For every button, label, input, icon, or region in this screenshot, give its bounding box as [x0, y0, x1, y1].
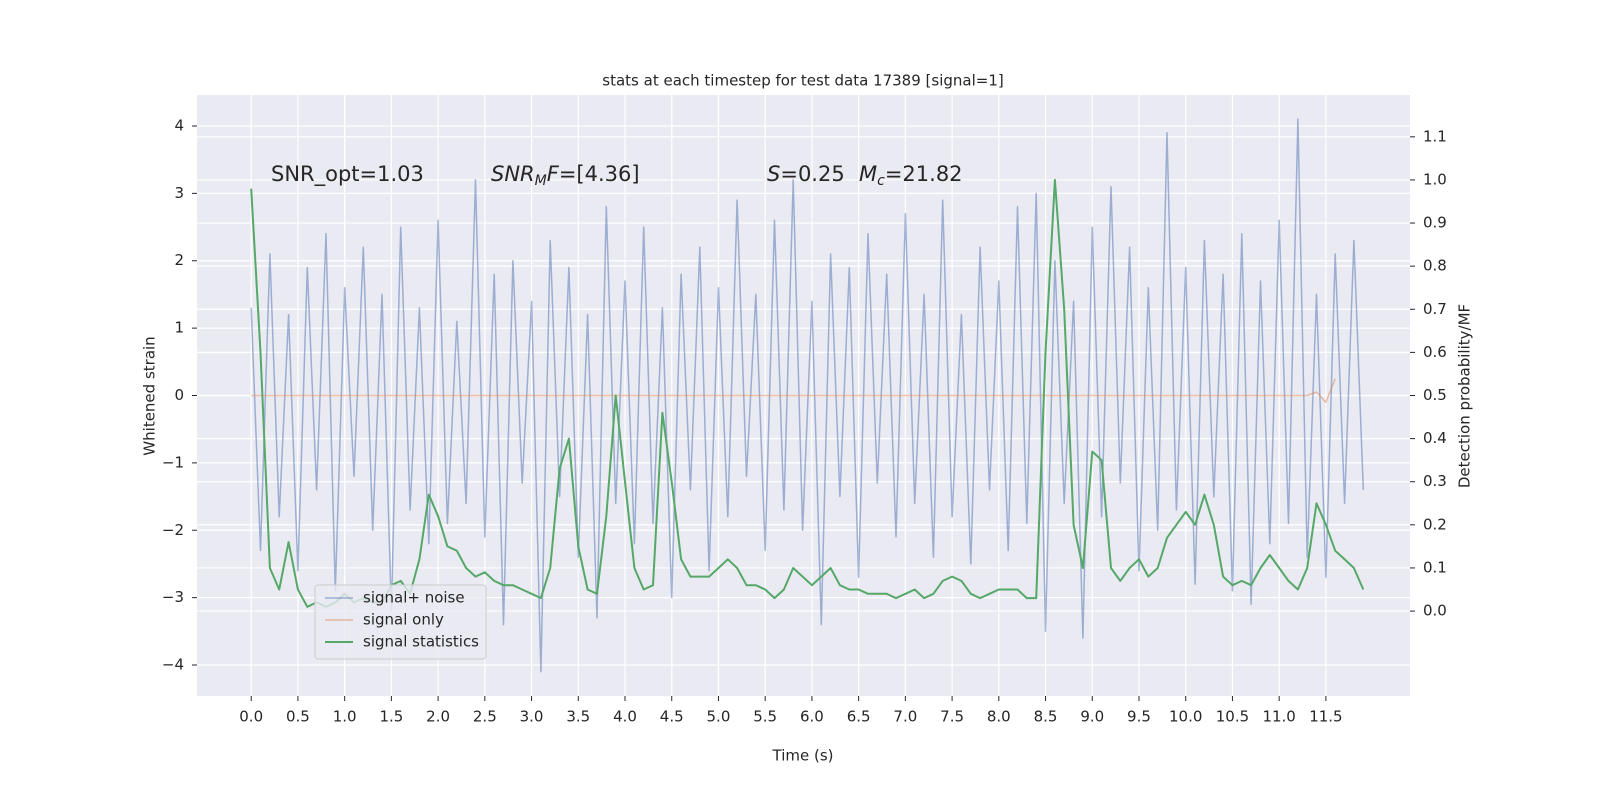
x-tick-label: 6.0 [800, 708, 824, 726]
x-tick-label: 0.5 [286, 708, 310, 726]
y-tick-label: 1 [174, 319, 184, 337]
y2-tick-label: 0.4 [1423, 429, 1447, 447]
annotation: S=0.25 [767, 162, 845, 186]
x-tick-label: 2.0 [426, 708, 450, 726]
y2-tick-label: 0.1 [1423, 558, 1447, 576]
x-tick-label: 8.0 [987, 708, 1011, 726]
y2-tick-label: 0.0 [1423, 602, 1447, 620]
chart-title: stats at each timestep for test data 173… [602, 72, 1003, 90]
y-tick-label: 3 [174, 184, 184, 202]
y-tick-label: 4 [174, 116, 184, 134]
x-tick-label: 2.5 [473, 708, 497, 726]
legend-label: signal+ noise [363, 589, 465, 607]
series-line [250, 118, 1365, 673]
y-tick-label: 2 [174, 251, 184, 269]
y-tick-label: −3 [162, 588, 184, 606]
annotation-sub: c [877, 173, 885, 189]
x-tick-label: 9.5 [1127, 708, 1151, 726]
y2-tick-label: 1.0 [1423, 170, 1447, 188]
annotation-part: SNR [491, 162, 535, 186]
y2-tick-label: 0.9 [1423, 214, 1447, 232]
x-tick-label: 3.0 [520, 708, 544, 726]
legend-label: signal only [363, 611, 444, 629]
y2-axis-label: Detection probability/MF [1456, 304, 1474, 488]
annotation: SNR_opt=1.03 [271, 162, 424, 187]
x-tick-label: 9.0 [1080, 708, 1104, 726]
x-tick-label: 11.0 [1262, 708, 1295, 726]
y2-tick-label: 0.5 [1423, 386, 1447, 404]
x-tick-label: 4.5 [660, 708, 684, 726]
x-tick-label: 8.5 [1034, 708, 1058, 726]
x-tick-label: 6.5 [847, 708, 871, 726]
legend: signal+ noise signal only signal statistic… [314, 584, 487, 660]
x-tick-label: 7.0 [893, 708, 917, 726]
y2-tick-label: 0.3 [1423, 472, 1447, 490]
annotation-part: F [547, 162, 560, 186]
y2-tick-label: 0.7 [1423, 300, 1447, 318]
y2-tick-label: 0.8 [1423, 257, 1447, 275]
x-tick-label: 7.5 [940, 708, 964, 726]
annotation-part: =[4.36] [559, 162, 640, 186]
annotation-part: S [767, 162, 780, 186]
x-tick-label: 1.0 [333, 708, 357, 726]
x-axis-label: Time (s) [772, 747, 834, 765]
y-tick-label: −4 [162, 656, 184, 674]
y2-tick-label: 1.1 [1423, 127, 1447, 145]
x-tick-label: 10.5 [1216, 708, 1249, 726]
y-tick-label: −1 [162, 453, 184, 471]
x-tick-label: 0.0 [239, 708, 263, 726]
lines [250, 118, 1365, 673]
x-tick-label: 3.5 [566, 708, 590, 726]
y-axis-label: Whitened strain [141, 336, 159, 455]
y-tick-label: −2 [162, 521, 184, 539]
annotation: Mc=21.82 [859, 162, 963, 189]
annotation-part: M [859, 162, 877, 186]
y2-tick-label: 0.6 [1423, 343, 1447, 361]
legend-label: signal statistics [363, 633, 479, 651]
series-line [250, 178, 1365, 608]
annotation-part: =21.82 [885, 162, 963, 186]
x-tick-label: 5.0 [707, 708, 731, 726]
annotation: SNRMF=[4.36] [491, 162, 640, 189]
x-tick-label: 11.5 [1309, 708, 1342, 726]
y2-tick-label: 0.2 [1423, 515, 1447, 533]
annotation-sub: M [535, 173, 547, 189]
series-line [251, 378, 1336, 403]
x-tick-label: 4.0 [613, 708, 637, 726]
annotation-part: =0.25 [780, 162, 844, 186]
legend-box [314, 584, 487, 660]
x-tick-label: 10.0 [1169, 708, 1202, 726]
x-tick-label: 5.5 [753, 708, 777, 726]
y-tick-label: 0 [174, 386, 184, 404]
x-tick-label: 1.5 [379, 708, 403, 726]
